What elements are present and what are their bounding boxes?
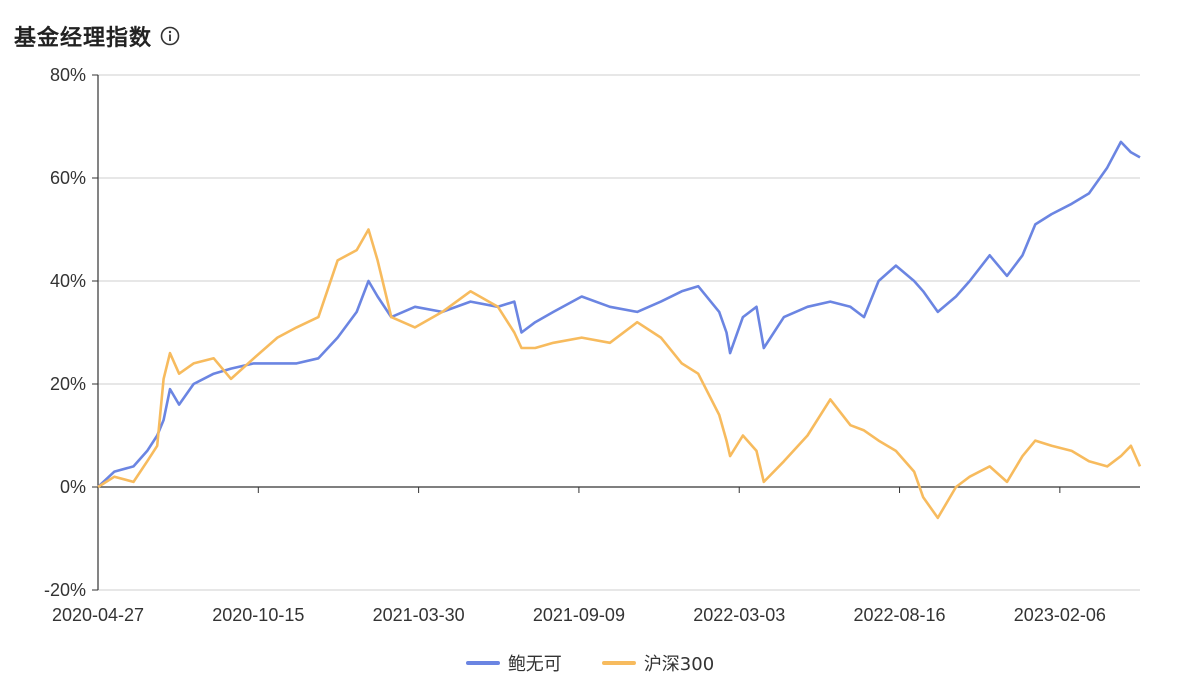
y-tick-label: 0% [60, 477, 86, 497]
legend: 鲍无可 沪深300 [0, 650, 1180, 676]
x-tick-label: 2021-03-30 [373, 605, 465, 625]
legend-swatch-series-1 [601, 661, 636, 665]
series-lines [97, 140, 1142, 520]
gridlines [98, 74, 1140, 591]
info-icon[interactable] [160, 26, 180, 46]
legend-swatch-series-0 [465, 661, 500, 665]
x-tick-label: 2023-02-06 [1014, 605, 1106, 625]
chart-header: 基金经理指数 [14, 20, 180, 52]
line-chart: 80% 60% 40% 20% 0% -20% 2020-04-27 2020-10-15 20… [44, 65, 1142, 625]
x-tick-label: 2022-03-03 [693, 605, 785, 625]
y-tick-label: 80% [50, 65, 86, 85]
series-line-1 [97, 228, 1142, 520]
legend-label-series-1: 沪深300 [643, 654, 715, 675]
y-tick-label: -20% [44, 580, 86, 600]
chart-title: 基金经理指数 [14, 26, 153, 51]
y-tick-label: 20% [50, 374, 86, 394]
axes: 80% 60% 40% 20% 0% -20% 2020-04-27 2020-10-15 20… [44, 65, 1140, 625]
legend-item-series-0[interactable]: 鲍无可 [465, 650, 562, 676]
series-line-0 [97, 140, 1141, 488]
y-tick-label: 60% [50, 168, 86, 188]
y-tick-label: 40% [50, 271, 86, 291]
x-tick-label: 2022-08-16 [853, 605, 945, 625]
legend-label-series-0: 鲍无可 [507, 654, 562, 675]
legend-item-series-1[interactable]: 沪深300 [601, 650, 715, 676]
x-tick-label: 2020-04-27 [52, 605, 144, 625]
x-tick-label: 2021-09-09 [533, 605, 625, 625]
x-tick-label: 2020-10-15 [212, 605, 304, 625]
